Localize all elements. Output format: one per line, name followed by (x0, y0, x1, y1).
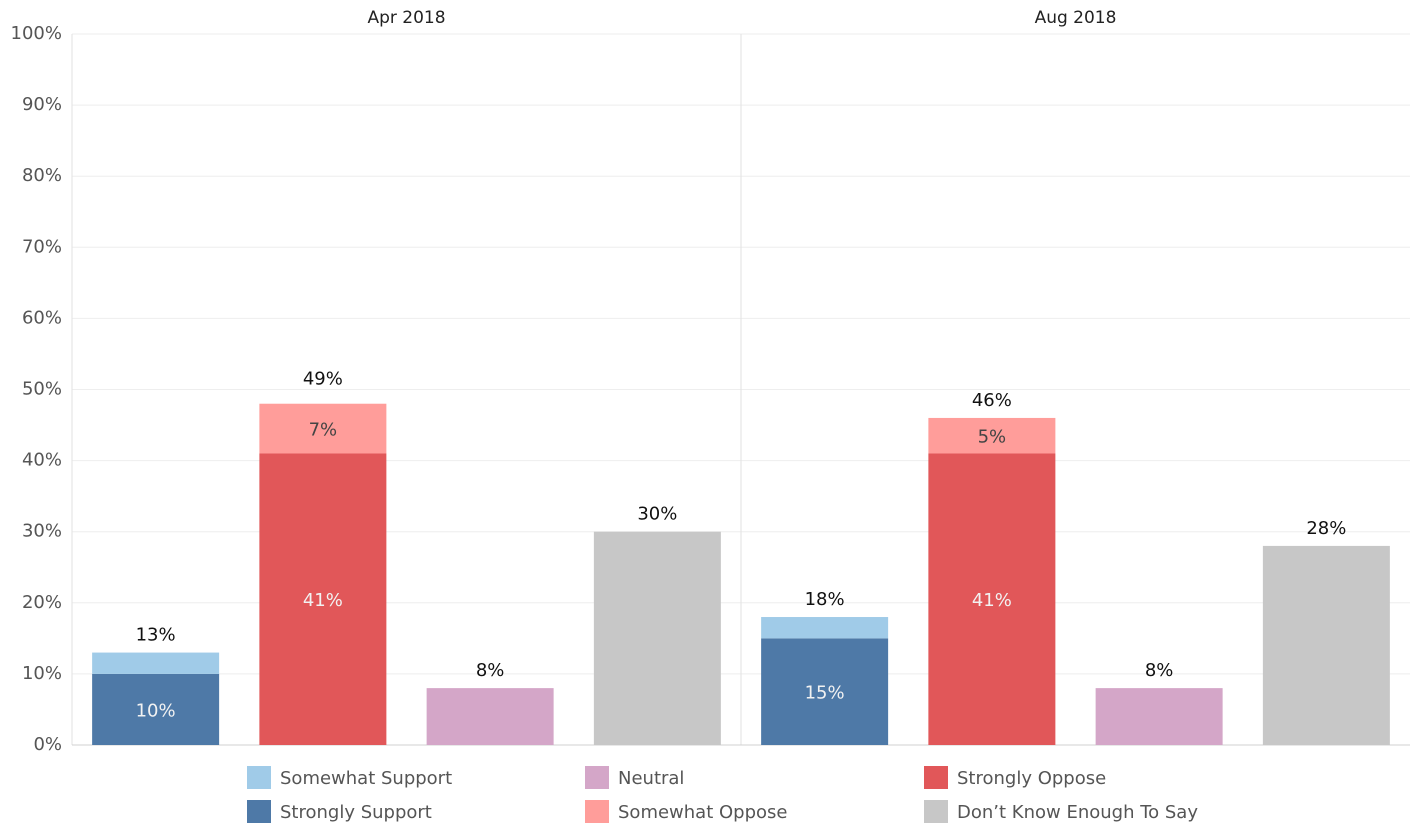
total-label: 46% (972, 390, 1012, 411)
y-tick-label: 80% (22, 165, 62, 186)
legend-swatch (924, 800, 948, 823)
bar-segment (426, 688, 554, 745)
legend-label: Don’t Know Enough To Say (957, 802, 1198, 823)
bar-segment (761, 638, 889, 745)
y-tick-label: 70% (22, 236, 62, 257)
total-label: 13% (136, 625, 176, 646)
panel-title: Aug 2018 (1035, 8, 1117, 28)
y-tick-label: 20% (22, 592, 62, 613)
total-label: 8% (476, 660, 505, 681)
bar-segment (928, 453, 1056, 745)
bar-segment (259, 403, 387, 454)
y-tick-label: 0% (33, 734, 62, 755)
legend-swatch (247, 766, 271, 789)
segment-label: 41% (972, 590, 1012, 611)
legend-label: Neutral (618, 768, 684, 789)
segment-label: 5% (978, 427, 1007, 448)
legend-swatch (585, 766, 609, 789)
legend-label: Somewhat Oppose (618, 802, 787, 823)
y-tick-label: 60% (22, 307, 62, 328)
legend-swatch (247, 800, 271, 823)
bar-segment (1095, 688, 1223, 745)
panel-title: Apr 2018 (367, 8, 445, 28)
legend-swatch (924, 766, 948, 789)
total-label: 30% (637, 504, 677, 525)
y-tick-label: 100% (11, 23, 62, 44)
legend-swatch (585, 800, 609, 823)
y-tick-label: 10% (22, 663, 62, 684)
bar-segment (928, 417, 1056, 454)
y-tick-label: 50% (22, 379, 62, 400)
total-label: 8% (1145, 660, 1174, 681)
bar-segment (761, 617, 889, 639)
segment-label: 15% (805, 683, 845, 704)
total-label: 18% (805, 589, 845, 610)
bar-segment (1262, 545, 1390, 745)
legend-label: Somewhat Support (280, 768, 452, 789)
bar-segment (92, 652, 220, 674)
total-label: 49% (303, 369, 343, 390)
total-label: 28% (1306, 518, 1346, 539)
y-tick-label: 40% (22, 450, 62, 471)
bar-segment (259, 453, 387, 745)
segment-label: 10% (136, 700, 176, 721)
y-tick-label: 90% (22, 94, 62, 115)
bar-segment (92, 673, 220, 745)
legend-label: Strongly Support (280, 802, 432, 823)
segment-label: 41% (303, 590, 343, 611)
legend-label: Strongly Oppose (957, 768, 1106, 789)
segment-label: 7% (309, 420, 338, 441)
bar-segment (593, 531, 721, 745)
y-tick-label: 30% (22, 521, 62, 542)
